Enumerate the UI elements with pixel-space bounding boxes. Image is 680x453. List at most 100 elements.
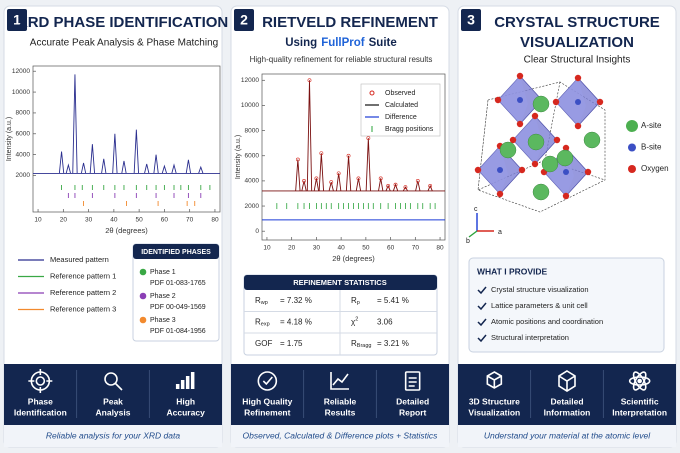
subtitle-part: FullProf: [321, 37, 365, 49]
phase-name: Phase 2: [150, 293, 176, 300]
legend-label: Reference pattern 1: [50, 271, 116, 280]
y-tick-label: 10000: [241, 102, 259, 109]
oxygen-atom: [494, 96, 502, 104]
x-tick-label: 40: [338, 245, 346, 252]
peak: [415, 180, 421, 192]
peak: [427, 184, 433, 192]
peak: [295, 159, 301, 191]
observed-point: [356, 176, 361, 181]
stat-value: = 7.32 %: [280, 296, 312, 305]
icon-part: [330, 372, 349, 390]
legend-label: Observed: [385, 90, 415, 97]
feature-icon: [28, 369, 53, 393]
unit-cell: [477, 81, 606, 213]
phases-title: IDENTIFIED PHASES: [141, 249, 211, 256]
icon-part: [262, 376, 273, 386]
icon-part: [632, 371, 647, 391]
stat-symbol: RBragg: [351, 339, 371, 349]
icon-part: [257, 371, 278, 391]
a-site-atom: [499, 141, 517, 159]
oxygen-atom: [552, 98, 560, 106]
observed-point: [319, 151, 324, 156]
observed-point: [302, 178, 306, 183]
stat-subscript: p: [357, 300, 360, 306]
provide-item: Structural interpretation: [491, 333, 569, 342]
axis-name: c: [474, 206, 478, 213]
y-tick-label: 4000: [245, 178, 260, 185]
observed-point: [428, 184, 433, 188]
phase-name: Phase 3: [150, 317, 176, 324]
stat-value: 3.06: [377, 318, 393, 327]
feature-icon: [104, 372, 123, 391]
legend-swatch: [628, 143, 636, 152]
panel-subtitle: Clear Structural Insights: [524, 55, 631, 66]
x-tick-label: 70: [186, 217, 194, 224]
peak: [336, 173, 342, 192]
number-badge: [234, 9, 254, 31]
icon-part: [632, 371, 647, 391]
icon-part: [104, 372, 118, 386]
feature-label: Identification: [14, 407, 67, 417]
observed-point: [386, 184, 391, 188]
stat-symbol-main: R: [255, 296, 261, 305]
y-tick-label: 0: [255, 228, 259, 235]
xrd-chart: 0 2000 4000 6000 8000 10000 12000 10 20 30 40 50 60 7…: [235, 73, 446, 263]
provide-box: [468, 257, 665, 353]
stat-symbol-main: GOF: [255, 339, 272, 348]
number-badge: [7, 9, 27, 31]
stat-subscript: exp: [261, 322, 270, 328]
peak: [345, 155, 352, 191]
peak: [89, 144, 96, 174]
peak: [133, 129, 140, 174]
observed-point: [415, 178, 420, 183]
panel: 2 RIETVELD REFINEMENT High QualityRefineme…: [230, 5, 450, 448]
feature-label: Information: [544, 407, 591, 417]
plot-frame: [32, 65, 221, 213]
a-site-atom: [532, 95, 550, 113]
observed-point: [403, 185, 408, 190]
stat-symbol: χ2: [351, 317, 358, 327]
stat-value: = 4.18 %: [280, 318, 312, 327]
peak: [80, 162, 87, 174]
feature-label: Report: [399, 407, 427, 417]
icon-part: [628, 376, 651, 386]
y-tick-label: 4000: [16, 151, 31, 158]
observed-point: [307, 78, 312, 83]
stat-value: = 5.41 %: [377, 296, 409, 305]
y-tick-label: 12000: [241, 77, 259, 84]
oxygen-atom: [574, 74, 582, 82]
observed-point: [329, 180, 334, 185]
peak: [313, 178, 320, 192]
stat-symbol-main: χ: [351, 318, 356, 327]
axis-b: [468, 230, 478, 238]
x-tick-label: 20: [60, 217, 68, 224]
icon-part: [486, 371, 503, 389]
provide-item: Atomic positions and coordination: [491, 317, 603, 326]
oxygen-atom: [518, 166, 526, 174]
feature-label: Detailed: [396, 396, 429, 406]
phase-dot: [139, 292, 147, 300]
peak: [392, 183, 399, 192]
x-tick-label: 10: [34, 217, 42, 224]
legend-swatch: [628, 165, 636, 173]
phase-pdf: PDF 00-049-1569: [150, 304, 206, 311]
feature-label: Interpretation: [612, 407, 667, 417]
stat-symbol-main: R: [351, 296, 357, 305]
panel-title: XRD PHASE IDENTIFICATION: [18, 14, 229, 31]
phase-pdf: PDF 01-084-1956: [150, 328, 206, 335]
feature-label: Refinement: [244, 407, 290, 417]
feature-label: Phase: [28, 396, 53, 406]
x-tick-label: 80: [211, 217, 219, 224]
peak: [72, 74, 78, 174]
y-tick-label: 2000: [245, 203, 260, 210]
x-tick-label: 10: [263, 245, 271, 252]
oxygen-atom: [531, 112, 539, 120]
oxygen-atom: [516, 72, 524, 80]
peak: [198, 165, 204, 174]
feature-band: [231, 364, 449, 425]
a-site-atom: [532, 183, 550, 201]
x-tick-label: 20: [288, 245, 296, 252]
panel: 3 CRYSTAL STRUCTURE VISUALIZATION 3D Struct…: [457, 5, 677, 448]
axis-name: a: [498, 229, 502, 236]
peak: [318, 153, 325, 191]
